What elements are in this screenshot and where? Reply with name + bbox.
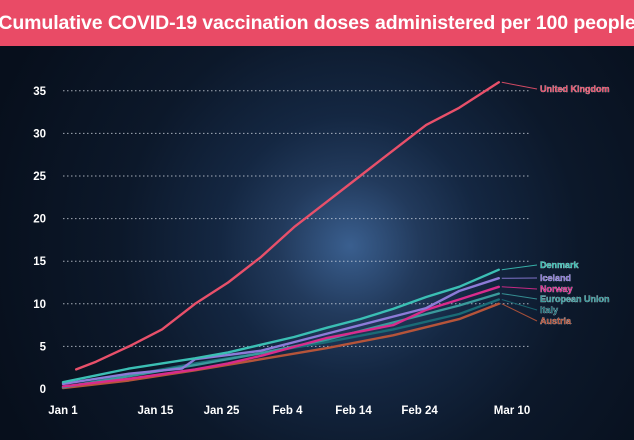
x-tick-label: Jan 1 bbox=[48, 405, 78, 417]
label-leader-line bbox=[501, 286, 538, 290]
label-leader-line bbox=[501, 293, 538, 300]
series-label: Austria bbox=[540, 316, 572, 326]
series-label: Iceland bbox=[540, 273, 571, 283]
y-tick-label: 15 bbox=[33, 256, 46, 268]
series-label: Italy bbox=[540, 305, 558, 315]
x-tick-label: Jan 25 bbox=[204, 405, 240, 417]
series-line bbox=[61, 302, 500, 390]
x-tick-label: Feb 24 bbox=[401, 405, 438, 417]
x-tick-label: Feb 4 bbox=[272, 405, 303, 417]
title-banner: Cumulative COVID-19 vaccination doses ad… bbox=[0, 0, 634, 46]
series-line bbox=[61, 268, 500, 384]
label-leader-line bbox=[501, 264, 538, 271]
y-tick-label: 25 bbox=[33, 171, 46, 183]
label-leader-line bbox=[501, 81, 538, 90]
series-label: United Kingdom bbox=[540, 84, 610, 94]
x-tick-label: Jan 15 bbox=[138, 405, 174, 417]
x-tick-label: Mar 10 bbox=[494, 405, 530, 417]
series-label: European Union bbox=[540, 294, 610, 304]
label-leader-line bbox=[501, 303, 538, 322]
series-line bbox=[74, 81, 500, 371]
y-tick-label: 30 bbox=[33, 128, 46, 140]
label-leader-line bbox=[501, 299, 538, 311]
series-line bbox=[61, 285, 500, 388]
y-tick-label: 35 bbox=[33, 86, 46, 98]
x-tick-label: Feb 14 bbox=[335, 405, 372, 417]
series-label: Norway bbox=[540, 284, 573, 294]
y-tick-label: 0 bbox=[40, 384, 46, 396]
chart-title: Cumulative COVID-19 vaccination doses ad… bbox=[0, 11, 634, 34]
y-tick-label: 20 bbox=[33, 214, 46, 226]
series-label: Denmark bbox=[540, 260, 580, 270]
y-tick-label: 5 bbox=[40, 341, 47, 353]
y-tick-label: 10 bbox=[33, 299, 46, 311]
series-line bbox=[61, 277, 500, 386]
